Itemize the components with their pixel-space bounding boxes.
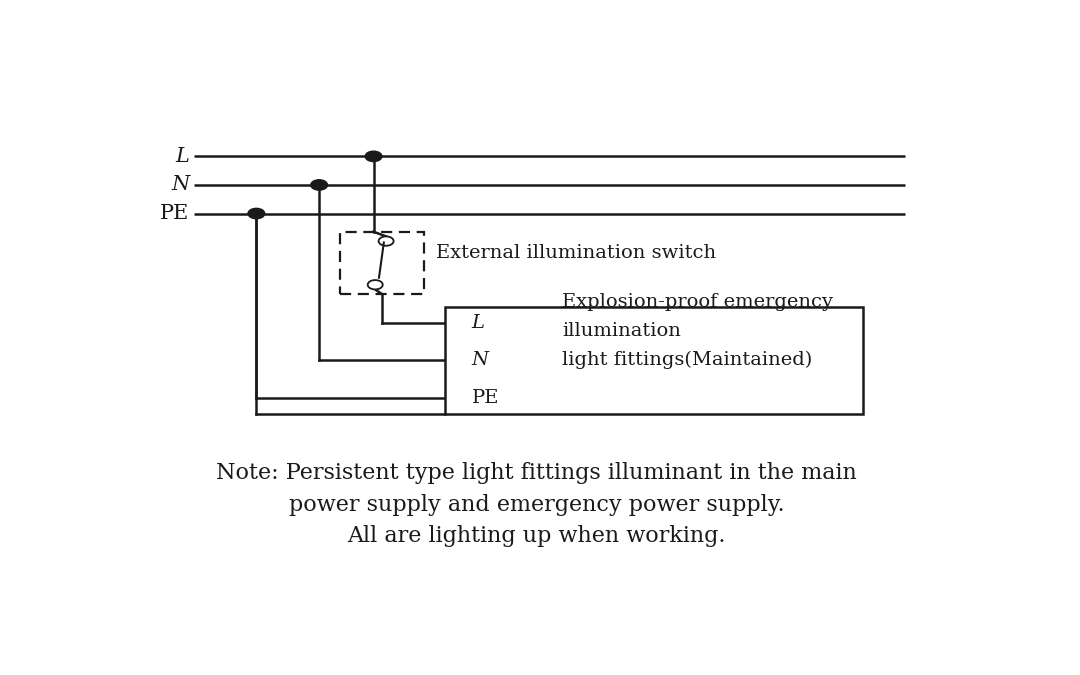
Bar [445,307,863,414]
Text: illumination: illumination [562,322,680,340]
Text: L: L [472,314,485,332]
Text: N: N [472,352,488,369]
Circle shape [365,151,382,161]
Text: External illumination switch: External illumination switch [436,244,716,261]
Text: power supply and emergency power supply.: power supply and emergency power supply. [289,493,784,516]
Text: All are lighting up when working.: All are lighting up when working. [348,524,726,547]
Text: light fittings(Maintained): light fittings(Maintained) [562,350,812,369]
Circle shape [311,180,327,190]
Circle shape [248,209,265,219]
Text: PE: PE [472,389,499,406]
Text: PE: PE [160,204,189,223]
Text: N: N [171,176,189,194]
Text: L: L [176,147,189,166]
Circle shape [367,280,382,290]
Text: Note: Persistent type light fittings illuminant in the main: Note: Persistent type light fittings ill… [216,462,858,485]
Text: Explosion-proof emergency: Explosion-proof emergency [562,293,833,311]
Circle shape [379,236,393,246]
Bar [340,232,423,294]
